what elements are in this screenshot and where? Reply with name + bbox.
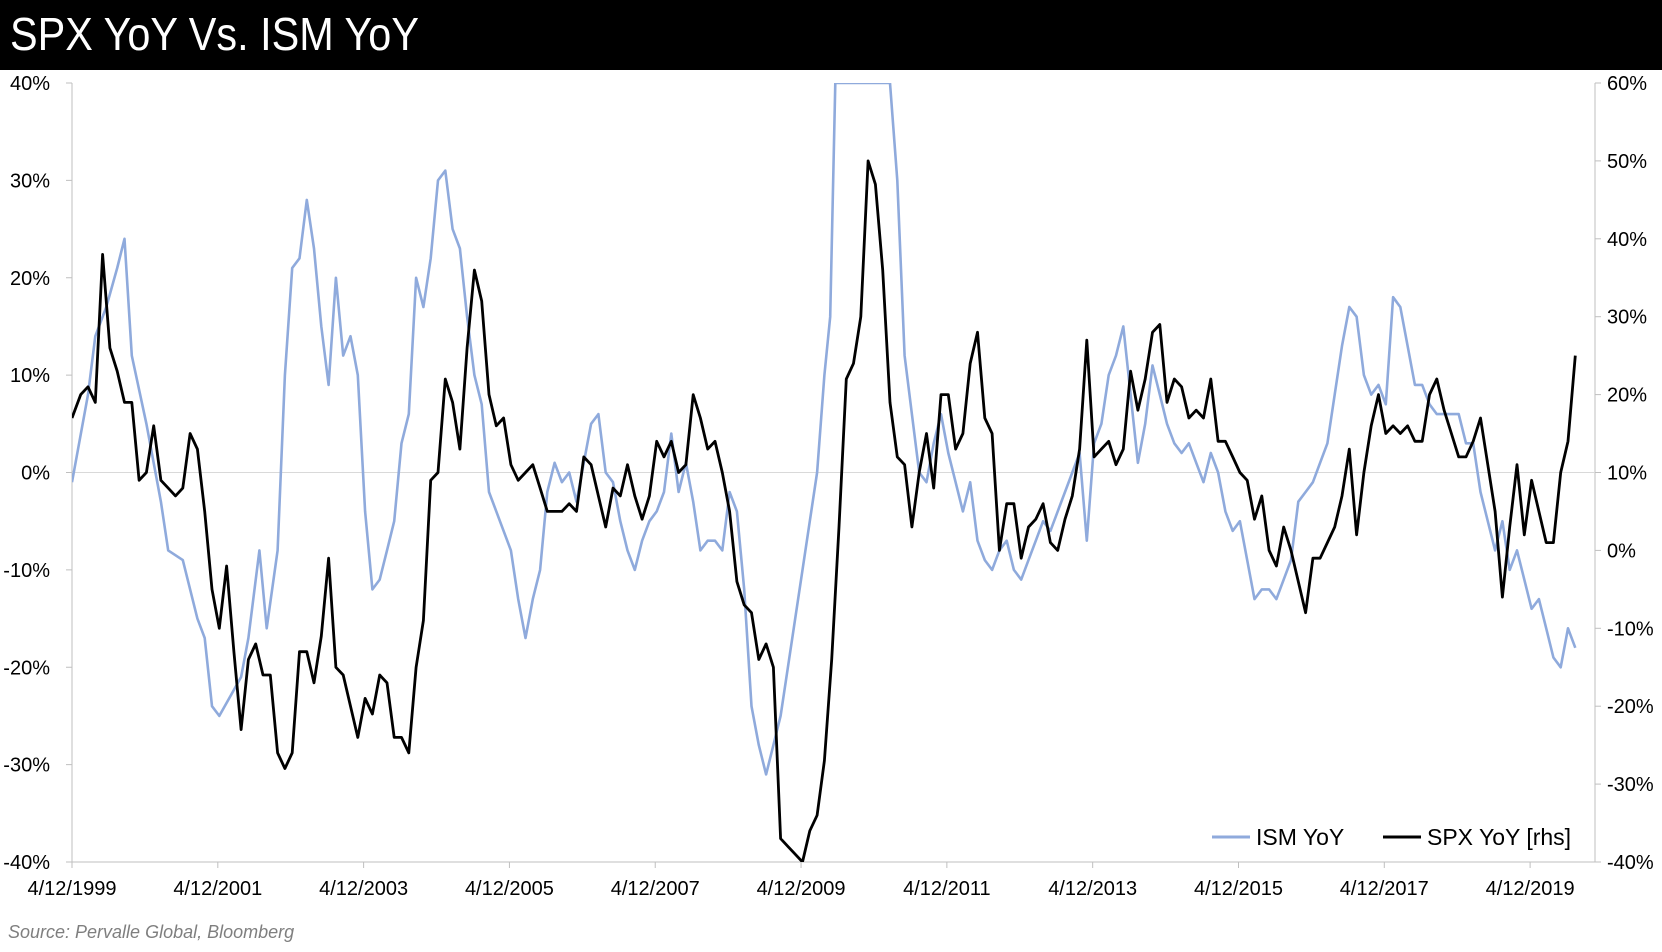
y-right-tick-label: 0% (1607, 540, 1636, 562)
x-tick-label: 4/12/2005 (465, 878, 554, 900)
x-tick-label: 4/12/2019 (1486, 878, 1575, 900)
x-tick-label: 4/12/2017 (1340, 878, 1429, 900)
y-left-tick-label: -20% (3, 657, 50, 679)
y-left-tick-label: 40% (10, 73, 50, 95)
y-left-tick-label: 10% (10, 365, 50, 387)
title-bar: SPX YoY Vs. ISM YoY (0, 0, 1662, 70)
legend-ism-label: ISM YoY (1256, 824, 1344, 850)
y-right-tick-label: 40% (1607, 229, 1647, 251)
y-right-tick-label: 20% (1607, 385, 1647, 407)
x-tick-label: 4/12/2007 (611, 878, 700, 900)
x-tick-label: 4/12/2009 (757, 878, 846, 900)
y-left-tick-label: -30% (3, 755, 50, 777)
ism-yoy-line (72, 83, 1577, 776)
y-right-tick-label: 50% (1607, 151, 1647, 173)
x-tick-label: 4/12/2013 (1048, 878, 1137, 900)
y-right-tick-label: -40% (1607, 852, 1654, 874)
x-tick-label: 4/12/2011 (903, 878, 991, 900)
y-left-tick-label: 30% (10, 170, 50, 192)
x-tick-label: 4/12/1999 (28, 878, 117, 900)
y-right-tick-label: 30% (1607, 307, 1647, 329)
legend-spx-label: SPX YoY [rhs] (1427, 824, 1571, 850)
y-right-tick-label: 60% (1607, 73, 1647, 95)
y-right-tick-label: -10% (1607, 618, 1654, 640)
y-left-tick-label: 20% (10, 268, 50, 290)
y-right-tick-label: -20% (1607, 696, 1654, 718)
y-left-tick-label: -40% (3, 852, 50, 874)
x-tick-label: 4/12/2015 (1194, 878, 1283, 900)
chart-title: SPX YoY Vs. ISM YoY (10, 8, 419, 60)
x-tick-label: 4/12/2003 (319, 878, 408, 900)
x-tick-label: 4/12/2001 (173, 878, 262, 900)
y-right-tick-label: -30% (1607, 774, 1654, 796)
y-left-tick-label: -10% (3, 560, 50, 582)
source-note: Source: Pervalle Global, Bloomberg (8, 922, 295, 942)
spx-yoy-line (72, 159, 1577, 862)
y-left-tick-label: 0% (21, 463, 50, 485)
y-right-tick-label: 10% (1607, 463, 1647, 485)
